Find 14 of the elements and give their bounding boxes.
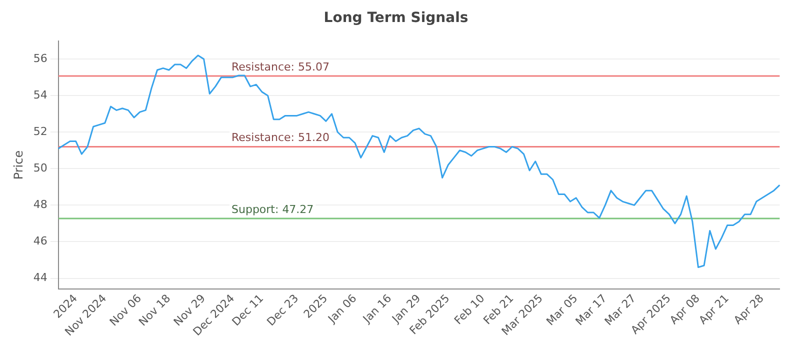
y-tick-label: 52 [33,124,48,138]
y-axis-title: Price [11,150,26,180]
y-tick-label: 54 [33,88,48,102]
x-tick-label: Apr 28 [731,292,766,327]
ref-line-label: Resistance: 55.07 [232,60,330,74]
ref-line-label: Support: 47.27 [232,202,314,216]
x-tick-label: Dec 23 [264,292,302,328]
y-tick-label: 46 [33,234,48,248]
y-tick-label: 56 [33,52,48,65]
y-tick-label: 48 [33,198,48,212]
y-tick-label: 50 [33,162,48,175]
chart-title: Long Term Signals [324,10,468,26]
ref-line-label: Resistance: 51.20 [232,131,330,144]
y-tick-label: 44 [33,271,48,284]
